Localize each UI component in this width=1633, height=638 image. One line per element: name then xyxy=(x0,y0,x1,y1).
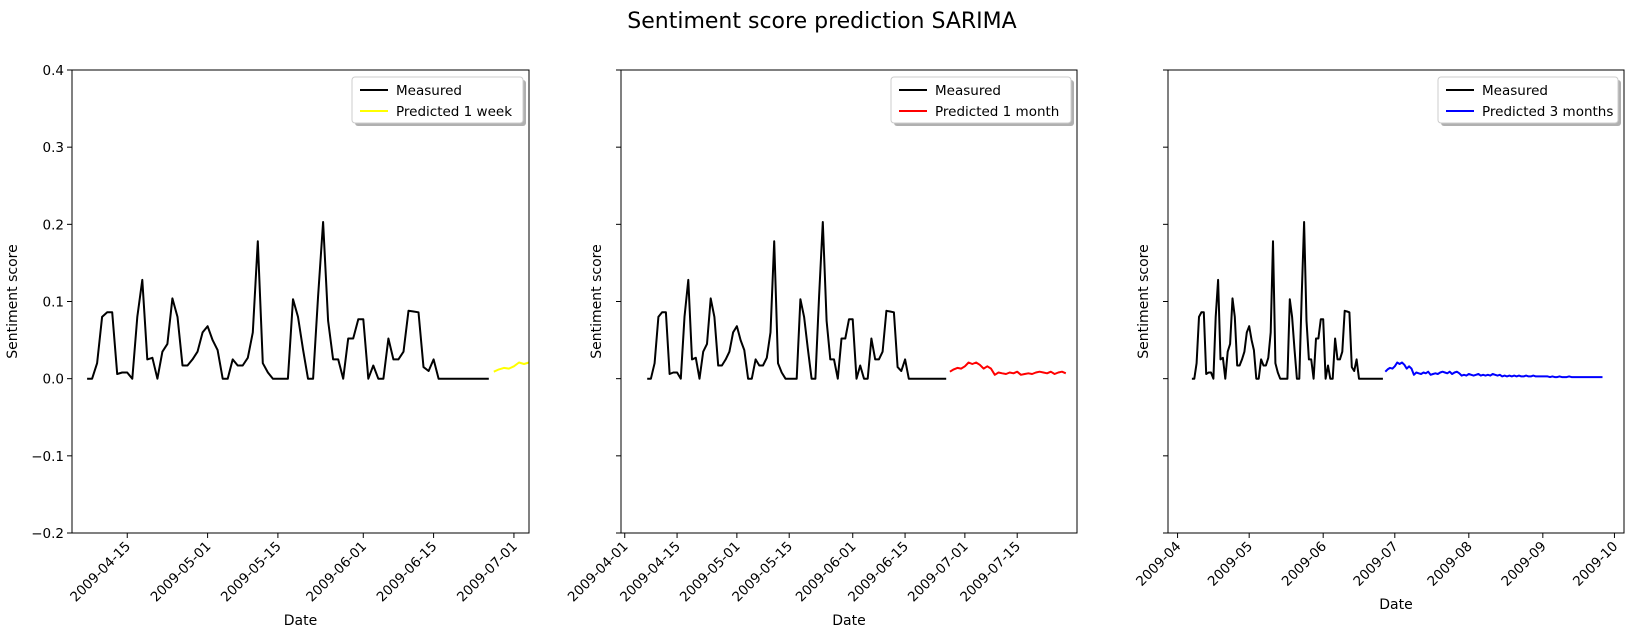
legend-box xyxy=(351,76,524,124)
legend-label: Predicted 1 month xyxy=(935,104,1059,120)
series-line-measured xyxy=(87,221,489,380)
series-line-month xyxy=(949,361,1067,376)
y-axis-label: Sentiment score xyxy=(1136,244,1152,358)
plot-frame xyxy=(71,69,530,534)
x-tick-label: 2009-05 xyxy=(1205,539,1256,590)
series-line-measured xyxy=(1191,221,1383,380)
y-axis-label: Sentiment score xyxy=(5,244,21,358)
legend-label: Measured xyxy=(396,83,462,99)
y-tick-label: 0.3 xyxy=(43,140,64,156)
y-tick-label: −0.2 xyxy=(31,526,64,542)
x-tick-label: 2009-04 xyxy=(1133,539,1184,590)
x-tick-label: 2009-06 xyxy=(1279,539,1330,590)
series-line-quarter xyxy=(1384,361,1603,379)
legend-label: Measured xyxy=(935,83,1001,99)
x-axis-label: Date xyxy=(832,613,865,629)
x-tick-label: 2009-07 xyxy=(1350,539,1401,590)
legend: Measured Predicted 3 months xyxy=(1437,76,1621,126)
series-line-week xyxy=(493,361,530,373)
x-tick-label: 2009-09 xyxy=(1498,539,1549,590)
y-tick-label: 0.2 xyxy=(43,217,64,233)
y-tick-label: 0.4 xyxy=(43,63,64,79)
plot-frame xyxy=(1167,69,1625,534)
x-tick-label: 2009-05-15 xyxy=(218,539,285,606)
x-tick-label: 2009-07-01 xyxy=(454,539,521,606)
x-tick-label: 2009-05-01 xyxy=(148,539,215,606)
y-tick-label: 0.1 xyxy=(43,295,64,311)
y-tick-label: 0.0 xyxy=(43,372,64,388)
legend: Measured Predicted 1 month xyxy=(890,76,1074,126)
series-line-measured xyxy=(647,221,947,380)
x-tick-label: 2009-10 xyxy=(1570,539,1621,590)
plot-frame xyxy=(620,69,1078,534)
legend-label: Predicted 1 week xyxy=(396,104,512,120)
x-tick-label: 2009-06-01 xyxy=(303,539,370,606)
y-tick-label: −0.1 xyxy=(31,449,64,465)
y-axis-label: Sentiment score xyxy=(589,244,605,358)
legend-box xyxy=(890,76,1072,124)
x-tick-label: 2009-08 xyxy=(1424,539,1475,590)
chart-panel-2: 2009-04-012009-04-152009-05-012009-05-15… xyxy=(565,69,1078,629)
chart-panel-3: 2009-04 2009-05 2009-06 2009-07 2009-08 2009-… xyxy=(1133,69,1625,613)
x-axis-label: Date xyxy=(284,613,317,629)
x-axis-label: Date xyxy=(1379,597,1412,613)
legend: Measured Predicted 1 week xyxy=(351,76,526,126)
legend-label: Predicted 3 months xyxy=(1482,104,1613,120)
x-tick-label: 2009-06-15 xyxy=(374,539,441,606)
x-tick-label: 2009-04-15 xyxy=(67,539,134,606)
figure-title: Sentiment score prediction SARIMA xyxy=(627,9,1016,34)
legend-box xyxy=(1437,76,1619,124)
legend-label: Measured xyxy=(1482,83,1548,99)
